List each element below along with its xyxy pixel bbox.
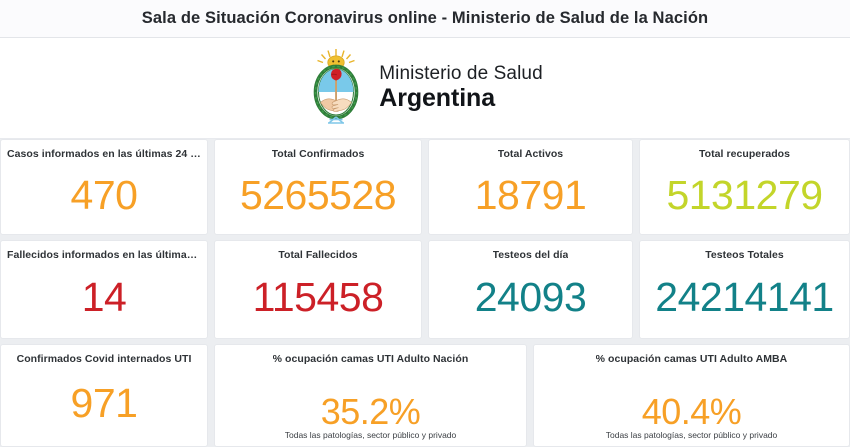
kpi-card-total-confirmados[interactable]: Total Confirmados 5265528 (214, 139, 422, 235)
kpi-label: Total recuperados (698, 148, 791, 160)
kpi-value: 14 (81, 274, 127, 320)
kpi-row-3: Confirmados Covid internados UTI 971 % o… (0, 344, 850, 447)
kpi-card-ocupacion-uti-nacion[interactable]: % ocupación camas UTI Adulto Nación 35.2… (214, 344, 527, 447)
kpi-subtitle: Todas las patologías, sector público y p… (605, 430, 778, 440)
kpi-label: Fallecidos informados en las últimas … (7, 249, 201, 261)
kpi-label: % ocupación camas UTI Adulto Nación (272, 353, 469, 365)
brand-line-ministry: Ministerio de Salud (379, 63, 543, 85)
kpi-value: 35.2% (320, 391, 421, 432)
kpi-subtitle: Todas las patologías, sector público y p… (284, 430, 457, 440)
kpi-card-total-activos[interactable]: Total Activos 18791 (428, 139, 633, 235)
kpi-label: Total Fallecidos (278, 249, 358, 261)
kpi-card-internados-uti[interactable]: Confirmados Covid internados UTI 971 (0, 344, 208, 447)
kpi-value: 24093 (474, 274, 587, 320)
kpi-value: 24214141 (655, 274, 834, 320)
branding-band: Ministerio de Salud Argentina (0, 38, 850, 139)
kpi-card-testeos-totales[interactable]: Testeos Totales 24214141 (639, 240, 850, 339)
kpi-label: Total Activos (497, 148, 564, 160)
kpi-grid: Casos informados en las últimas 24 Hs 47… (0, 139, 850, 447)
kpi-card-casos-24hs[interactable]: Casos informados en las últimas 24 Hs 47… (0, 139, 208, 235)
kpi-label: Casos informados en las últimas 24 Hs (7, 148, 201, 160)
kpi-card-testeos-dia[interactable]: Testeos del día 24093 (428, 240, 633, 339)
dashboard-title-bar: Sala de Situación Coronavirus online - M… (0, 0, 850, 38)
kpi-card-total-recuperados[interactable]: Total recuperados 5131279 (639, 139, 850, 235)
page-title: Sala de Situación Coronavirus online - M… (141, 9, 709, 27)
kpi-label: % ocupación camas UTI Adulto AMBA (595, 353, 788, 365)
kpi-value: 470 (70, 171, 138, 218)
kpi-value: 115458 (252, 274, 384, 320)
kpi-label: Testeos Totales (705, 249, 784, 261)
kpi-card-total-fallecidos[interactable]: Total Fallecidos 115458 (214, 240, 422, 339)
kpi-card-ocupacion-uti-amba[interactable]: % ocupación camas UTI Adulto AMBA 40.4% … (533, 344, 850, 447)
kpi-label: Total Confirmados (271, 148, 365, 160)
kpi-value: 18791 (474, 171, 587, 218)
kpi-label: Confirmados Covid internados UTI (16, 353, 192, 365)
kpi-label: Testeos del día (492, 249, 569, 261)
brand-line-country: Argentina (379, 83, 496, 112)
kpi-value: 971 (70, 380, 138, 426)
kpi-row-2: Fallecidos informados en las últimas … 1… (0, 240, 850, 339)
argentina-coat-of-arms-icon (307, 47, 365, 129)
kpi-value: 40.4% (641, 391, 742, 432)
kpi-card-fallecidos-24hs[interactable]: Fallecidos informados en las últimas … 1… (0, 240, 208, 339)
kpi-row-1: Casos informados en las últimas 24 Hs 47… (0, 139, 850, 235)
kpi-value: 5265528 (239, 171, 397, 218)
kpi-value: 5131279 (666, 171, 823, 218)
brand-text: Ministerio de Salud Argentina (379, 64, 542, 112)
